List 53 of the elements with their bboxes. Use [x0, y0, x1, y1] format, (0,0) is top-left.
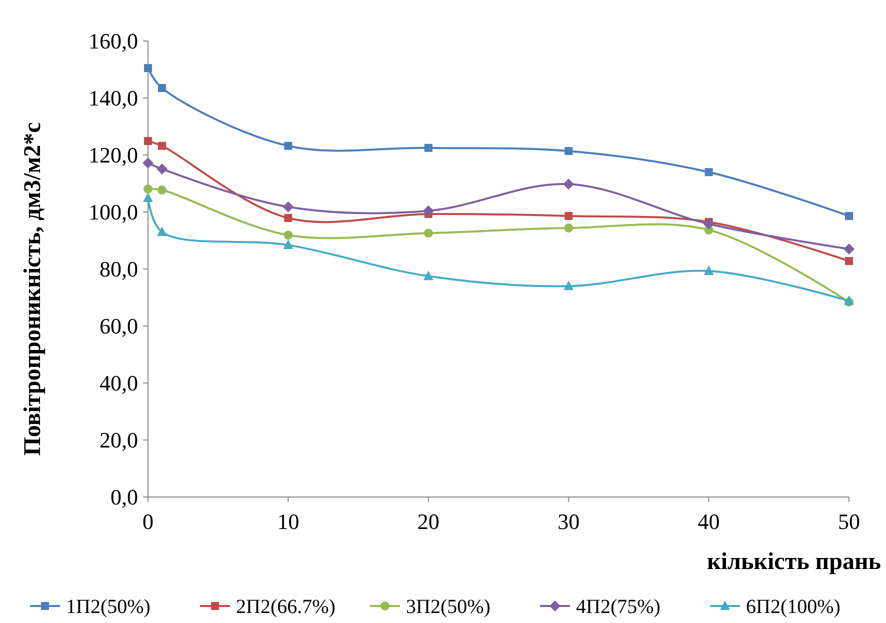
point — [424, 144, 432, 152]
point — [845, 257, 853, 266]
y-tick-label: 20,0 — [100, 428, 138, 453]
y-tick-label: 100,0 — [88, 200, 138, 225]
point — [158, 186, 167, 195]
point — [284, 230, 293, 240]
point — [564, 147, 573, 156]
legend-label: 6П2(100%) — [746, 596, 840, 618]
x-tick-label: 30 — [558, 509, 580, 534]
point — [564, 212, 573, 220]
x-tick-label: 10 — [277, 509, 300, 534]
point — [144, 64, 152, 72]
x-axis-title: кількість прань — [707, 549, 882, 575]
point — [144, 137, 152, 146]
y-axis-title: Повітропроникність, дм3/м2*с — [20, 122, 46, 456]
y-tick-label: 80,0 — [100, 256, 138, 282]
y-tick-label: 60,0 — [100, 314, 138, 339]
point — [157, 226, 168, 236]
point — [844, 295, 854, 305]
x-tick-label: 40 — [698, 509, 720, 534]
point — [424, 228, 433, 238]
point — [844, 244, 854, 255]
point — [563, 178, 574, 190]
y-tick-label: 40,0 — [100, 370, 138, 396]
point — [158, 84, 166, 92]
point — [423, 270, 434, 280]
point — [703, 218, 714, 230]
point — [704, 265, 714, 275]
point — [158, 142, 166, 150]
legend-label: 2П2(66.7%) — [236, 596, 336, 618]
legend-label: 1П2(50%) — [66, 596, 150, 618]
point — [144, 184, 152, 194]
point — [143, 192, 153, 202]
point — [564, 280, 574, 290]
point — [704, 168, 713, 176]
point — [845, 212, 853, 220]
y-tick-label: 0,0 — [110, 484, 138, 510]
x-tick-label: 20 — [417, 509, 440, 534]
point — [142, 157, 154, 168]
legend-label: 3П2(50%) — [406, 596, 490, 618]
y-tick-label: 160,0 — [88, 28, 138, 54]
point — [422, 205, 434, 216]
point — [282, 201, 294, 212]
point — [283, 240, 294, 250]
y-tick-label: 120,0 — [88, 142, 138, 168]
x-tick-label: 0 — [142, 509, 154, 534]
point — [284, 214, 292, 222]
point — [156, 163, 168, 174]
point — [564, 223, 574, 232]
y-tick-label: 140,0 — [88, 86, 138, 111]
x-tick-label: 50 — [838, 509, 860, 534]
point — [284, 142, 292, 150]
legend-label: 4П2(75%) — [576, 596, 660, 618]
